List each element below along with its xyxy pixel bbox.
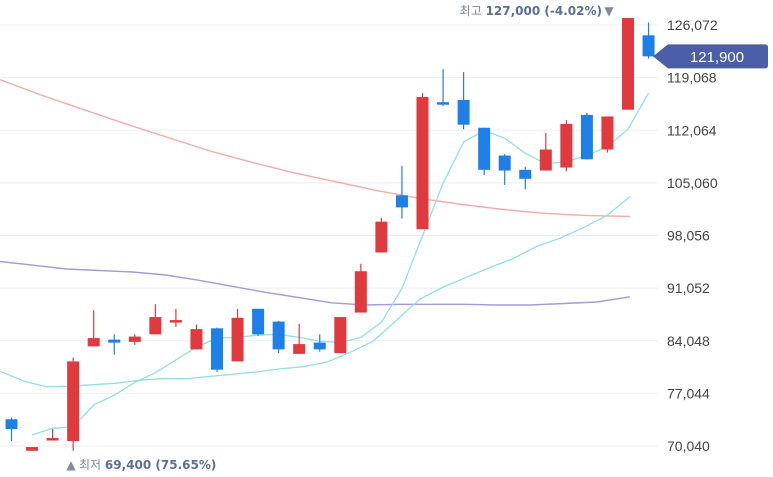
candle-body [128,336,141,342]
candle [108,334,121,355]
y-tick-label: 70,040 [667,438,710,454]
moving-averages [0,78,650,436]
candle [601,116,614,153]
y-tick-label: 77,044 [667,385,710,401]
y-tick-label: 126,072 [667,17,718,33]
candle-body [560,123,573,168]
candle-body [457,99,470,125]
candle [560,120,573,172]
candle-body [87,338,100,347]
y-tick-label: 112,064 [667,122,717,138]
y-tick-label: 105,060 [667,175,718,191]
annotations: 최고 127,000 (-4.02%) ▼ ▲ 최저 69,400 (75.65%) [66,4,614,472]
candle [46,429,59,441]
high-marker: ▼ [604,4,614,18]
candle [498,154,511,185]
candle [272,320,285,354]
candle [437,69,450,106]
candle-body [375,221,388,253]
candle [334,317,347,354]
candles [5,18,655,451]
candle-body [26,447,39,451]
candle-body [252,308,265,335]
candle-body [642,35,655,57]
candle-body [437,102,450,105]
candle [149,304,162,335]
y-tick-label: 98,056 [667,228,710,244]
candle [457,72,470,130]
candle [354,263,367,313]
candle-body [539,149,552,171]
candle-body [149,317,162,335]
y-tick-label: 84,048 [667,333,710,349]
candle-body [622,18,634,110]
price-tag-group: 121,900 [653,44,768,69]
candle-body [293,344,306,354]
candle-body [231,317,244,362]
y-tick-label: 119,068 [667,70,717,86]
high-prefix: 최고 [460,4,486,18]
candle [395,166,408,219]
candle-body [46,438,59,441]
high-value: 127,000 (-4.02%) [486,4,602,18]
candle [478,127,491,176]
candle-body [478,127,491,170]
candle-body [334,317,347,354]
candle [539,132,552,171]
grid [0,24,658,447]
candle-body [5,419,18,430]
y-axis: 126,072 119,068 112,064 105,060 98,056 91,052… [667,17,718,454]
candle [416,93,429,230]
candle-body [169,320,182,323]
candle [580,112,593,160]
y-tick-label: 91,052 [667,280,710,296]
candle [519,166,532,190]
low-prefix: 최저 [79,458,105,472]
candle [5,417,18,442]
candle [622,18,634,110]
candle-body [67,361,80,442]
candle-body [580,114,593,160]
candle [169,308,182,327]
candle-body [498,155,511,171]
low-marker: ▲ [66,458,76,472]
candle-body [354,271,367,313]
candle-body [108,339,121,343]
candle [211,327,223,372]
candle [231,308,244,362]
candle [642,22,655,59]
ma-longest-line [0,260,631,306]
candle [87,310,100,347]
candle [313,334,326,352]
candle-body [313,342,326,350]
candle [128,334,141,345]
candle [293,323,306,354]
ma-long-line [0,78,631,218]
candle-body [211,328,223,370]
high-price-annotation: 최고 127,000 (-4.02%) [460,4,602,18]
candle-body [601,116,614,150]
ma-short-line [31,92,650,436]
candle [375,217,388,253]
candle [67,357,80,451]
candle-body [190,329,203,350]
low-price-annotation: 최저 69,400 (75.65%) [79,458,216,472]
candle-body [416,96,429,230]
current-price-label: 121,900 [690,49,744,66]
low-value: 69,400 (75.65%) [105,458,216,472]
candle-body [395,195,408,208]
candle [26,447,39,451]
candle [190,324,203,350]
candle [252,308,265,336]
price-tag [653,44,768,69]
candle-body [272,321,285,350]
candle-body [519,169,532,179]
ma-mid-line [0,196,631,388]
